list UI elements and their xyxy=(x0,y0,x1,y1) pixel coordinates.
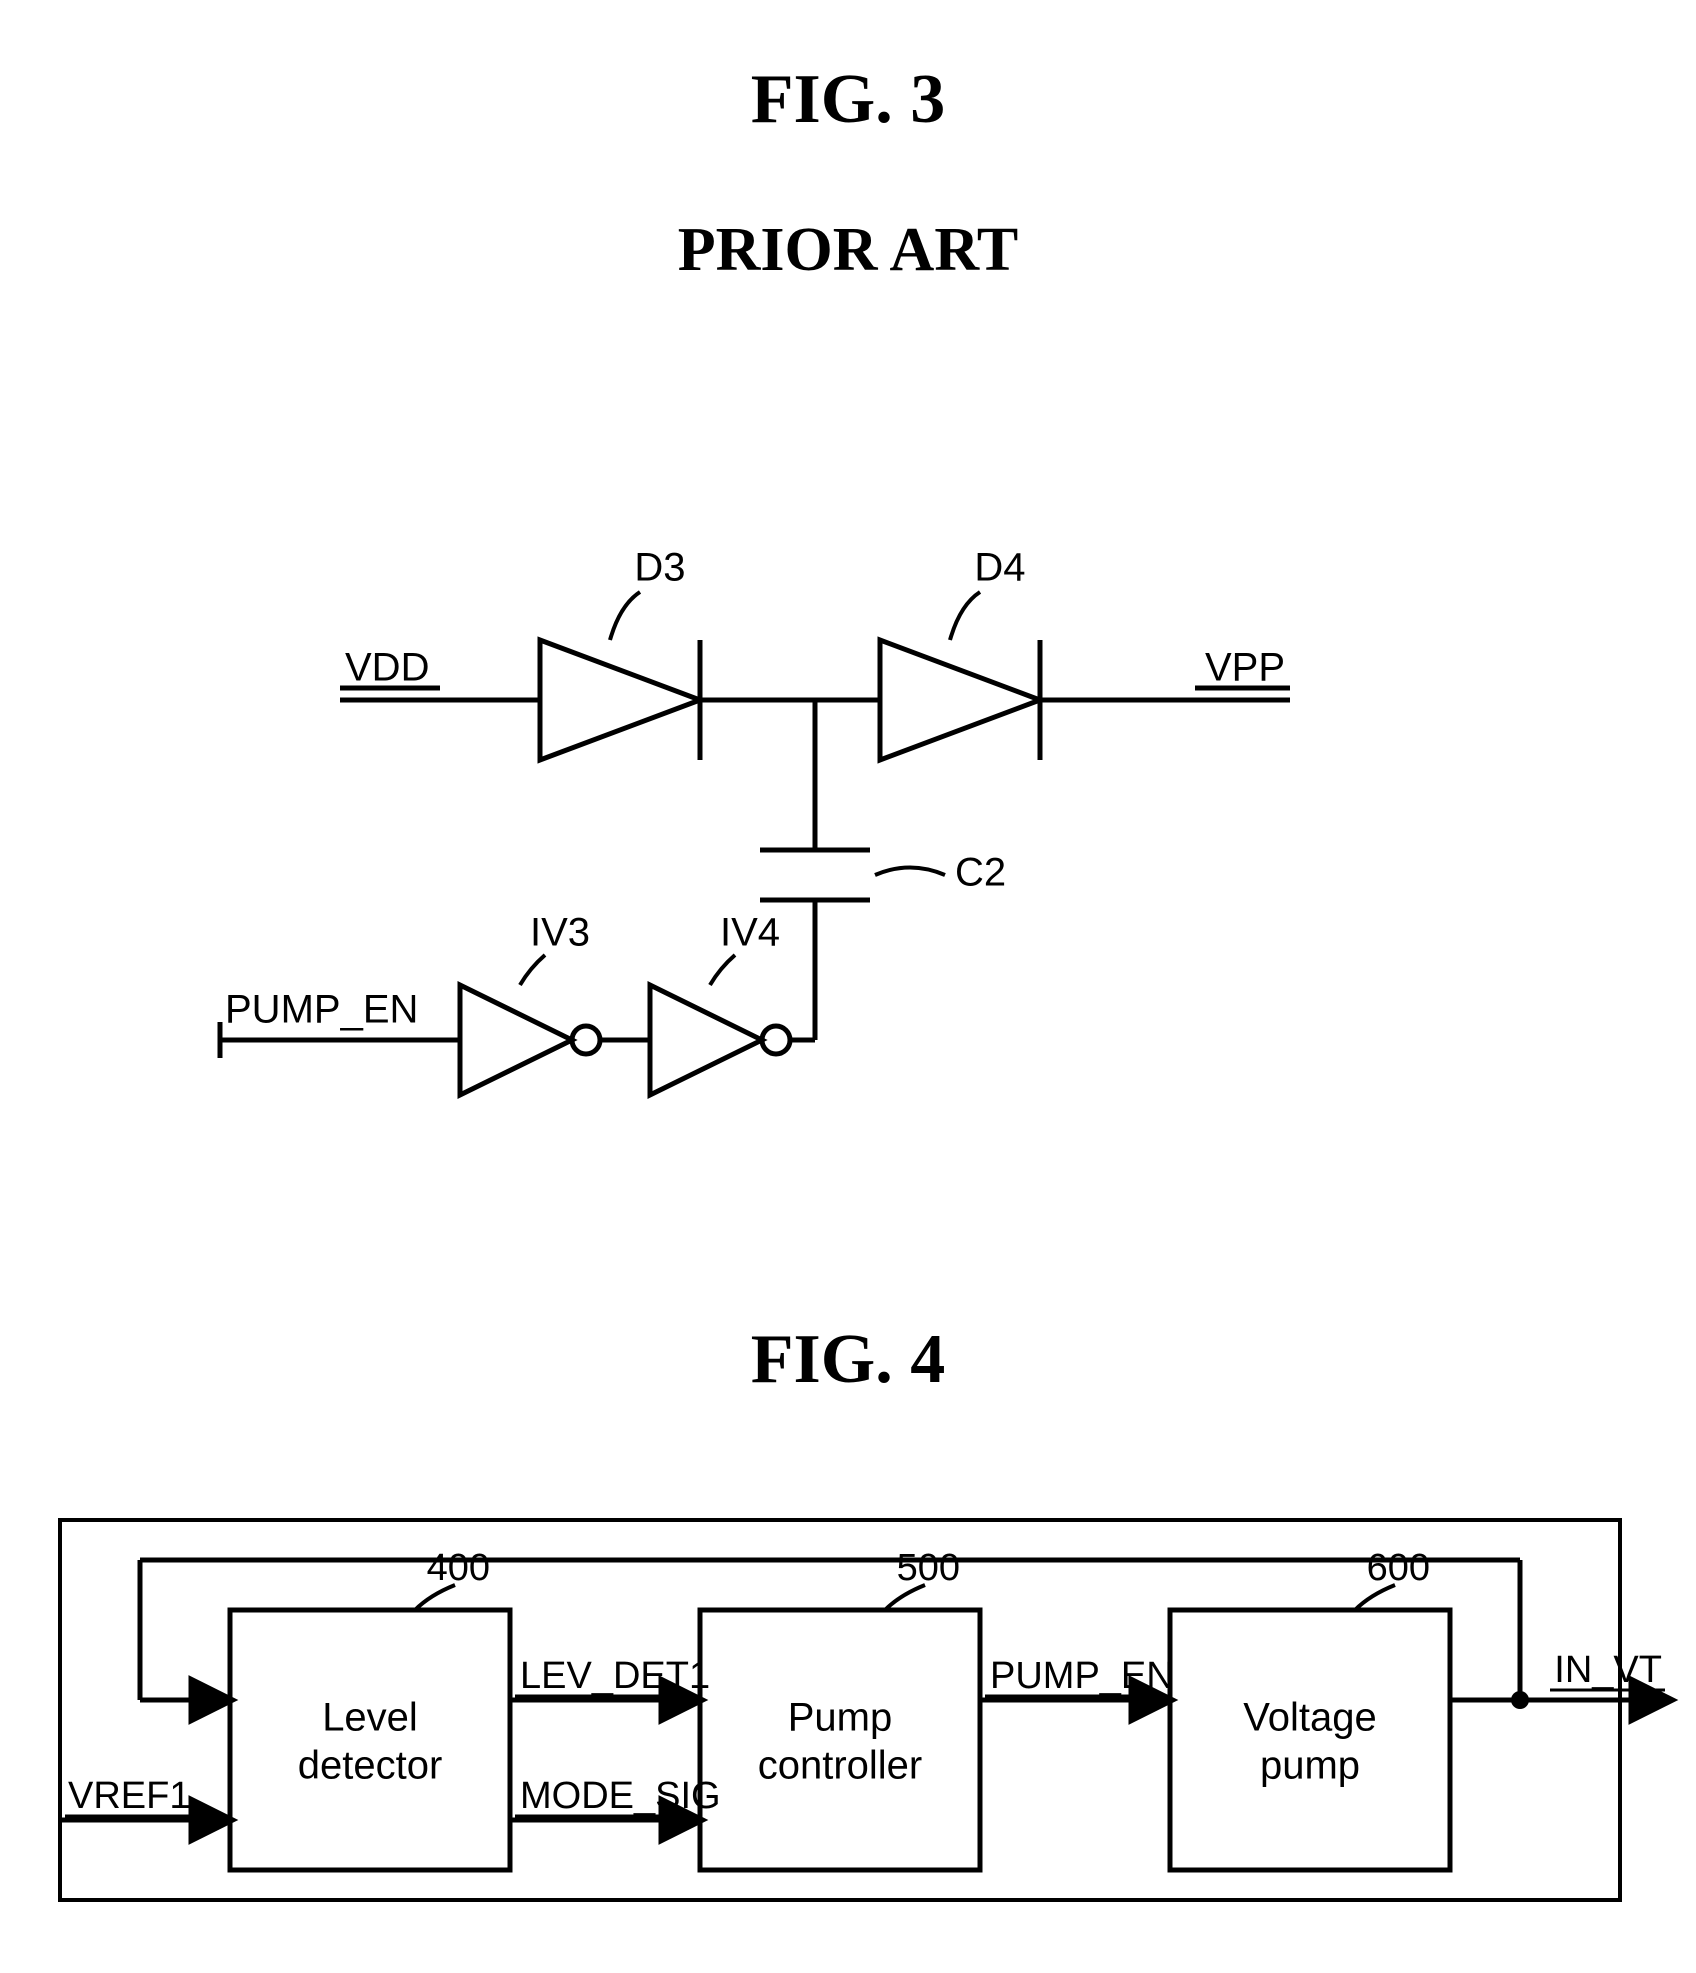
diode-d4-icon xyxy=(880,640,1040,760)
block-pump-controller-text2: controller xyxy=(758,1744,923,1788)
fig3-title: FIG. 3 xyxy=(0,60,1696,140)
block-voltage-pump-text2: pump xyxy=(1260,1744,1360,1788)
block-voltage-pump-number: 600 xyxy=(1367,1547,1430,1589)
fig3-subtitle: PRIOR ART xyxy=(0,215,1696,286)
fig4-title: FIG. 4 xyxy=(0,1320,1696,1400)
label-mode-sig: MODE_SIG xyxy=(520,1775,721,1817)
page: FIG. 3 PRIOR ART VDD VPP D3 D4 C2 IV3 IV4 PUMP_… xyxy=(0,0,1696,1973)
block-voltage-pump-text1: Voltage xyxy=(1243,1696,1376,1740)
fig3-diagram: VDD VPP D3 D4 C2 IV3 IV4 PUMP_EN xyxy=(0,420,1696,1180)
block-pump-controller-text1: Pump xyxy=(788,1696,893,1740)
inverter-iv4-icon xyxy=(650,985,762,1095)
label-d4: D4 xyxy=(974,546,1025,590)
label-vref1: VREF1 xyxy=(68,1775,190,1817)
label-d3: D3 xyxy=(634,546,685,590)
label-pump-en: PUMP_EN xyxy=(225,988,418,1032)
label-vpp: VPP xyxy=(1205,646,1285,690)
block-pump-controller-number: 500 xyxy=(897,1547,960,1589)
label-vdd: VDD xyxy=(345,646,429,690)
label-c2: C2 xyxy=(955,851,1006,895)
inverter-iv3-icon xyxy=(460,985,572,1095)
block-voltage-pump xyxy=(1170,1610,1450,1870)
fig4-diagram: 400 Leveldetector 500 Pumpcontroller 600 Volt… xyxy=(0,1470,1696,1970)
block-level-detector xyxy=(230,1610,510,1870)
label-pump-en: PUMP_EN xyxy=(990,1655,1174,1697)
diode-d3-icon xyxy=(540,640,700,760)
label-iv3: IV3 xyxy=(530,911,590,955)
block-pump-controller xyxy=(700,1610,980,1870)
label-iv4: IV4 xyxy=(720,911,780,955)
block-level-detector-text2: detector xyxy=(298,1744,443,1788)
label-lev-det1: LEV_DET1 xyxy=(520,1655,710,1697)
block-level-detector-number: 400 xyxy=(427,1547,490,1589)
block-level-detector-text1: Level xyxy=(322,1696,418,1740)
label-in-vt: IN_VT xyxy=(1554,1649,1662,1691)
